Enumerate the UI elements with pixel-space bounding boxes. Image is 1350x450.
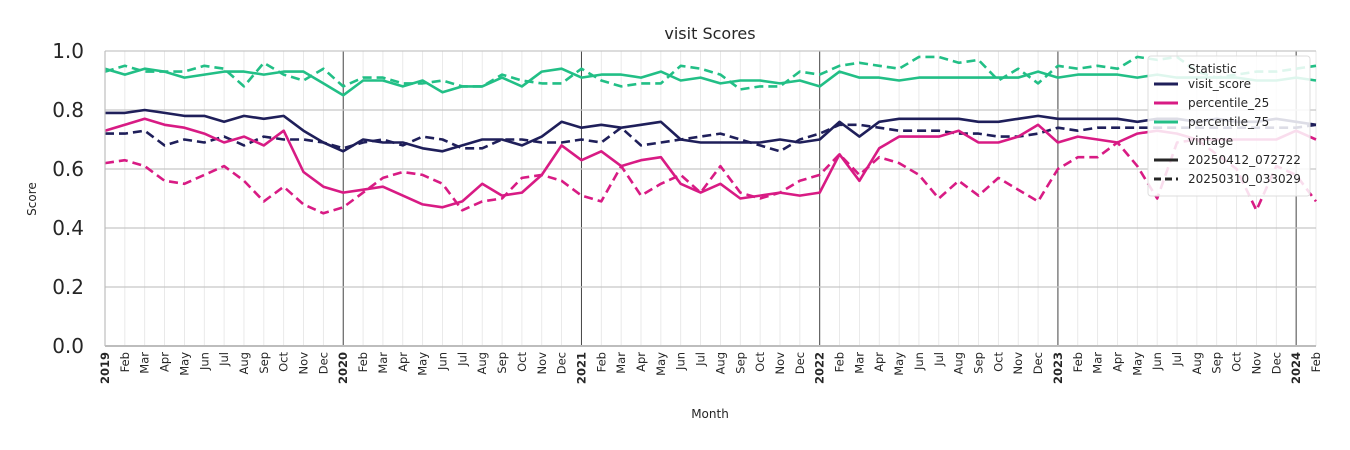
series-line-visit_score-dashed bbox=[105, 123, 1317, 153]
y-tick-label: 0.2 bbox=[52, 275, 84, 299]
x-tick-label: Nov bbox=[535, 352, 549, 375]
x-tick-label: Dec bbox=[793, 352, 807, 374]
series-line-percentile_75-solid bbox=[104, 67, 1317, 97]
x-tick-label: Apr bbox=[872, 352, 886, 372]
x-tick-label: Jun bbox=[197, 352, 211, 371]
x-tick-label: Sep bbox=[495, 352, 509, 374]
y-tick-label: 0.0 bbox=[52, 334, 84, 358]
series-layer bbox=[104, 55, 1318, 215]
x-tick-label: Apr bbox=[634, 352, 648, 372]
chart-title: visit Scores bbox=[664, 24, 755, 43]
x-tick-label: Feb bbox=[356, 352, 370, 372]
legend-entry: percentile_75 bbox=[1188, 115, 1269, 129]
x-tick-label: 2021 bbox=[575, 352, 589, 384]
series-line-percentile_75-dashed bbox=[104, 55, 1317, 91]
x-tick-label: Apr bbox=[396, 352, 410, 372]
x-tick-label: Nov bbox=[1249, 352, 1263, 375]
x-tick-label: Jul bbox=[1170, 352, 1184, 367]
x-axis-label: Month bbox=[691, 407, 729, 421]
x-tick-label: Sep bbox=[1210, 352, 1224, 374]
x-tick-label: Mar bbox=[376, 352, 390, 374]
x-tick-label: May bbox=[177, 352, 191, 376]
x-tick-label: Feb bbox=[833, 352, 847, 372]
x-tick-label: Sep bbox=[257, 352, 271, 374]
x-tick-label: Jun bbox=[1150, 352, 1164, 371]
x-tick-label: 2023 bbox=[1051, 352, 1065, 384]
x-tick-label: 2024 bbox=[1289, 352, 1303, 384]
x-tick-label: Jul bbox=[932, 352, 946, 367]
legend-title-statistic: Statistic bbox=[1188, 62, 1237, 76]
y-tick-labels: 0.0 0.2 0.4 0.6 0.8 1.0 bbox=[52, 39, 84, 358]
x-tick-label: Aug bbox=[475, 352, 489, 374]
x-tick-label: 2020 bbox=[336, 352, 350, 384]
x-tick-label: Apr bbox=[1111, 352, 1125, 372]
x-tick-label: Oct bbox=[991, 352, 1005, 372]
axes bbox=[104, 51, 1316, 347]
x-tick-label: Mar bbox=[1091, 352, 1105, 374]
x-tick-label: Dec bbox=[1269, 352, 1283, 374]
x-tick-label: Apr bbox=[158, 352, 172, 372]
y-tick-label: 0.8 bbox=[52, 98, 84, 122]
x-tick-label: Oct bbox=[753, 351, 767, 371]
x-tick-label: Dec bbox=[1031, 352, 1045, 374]
x-tick-label: May bbox=[1130, 352, 1144, 376]
x-tick-label: Mar bbox=[852, 352, 866, 374]
x-tick-label: Aug bbox=[952, 352, 966, 374]
x-tick-label: Feb bbox=[118, 352, 132, 372]
x-tick-label: Mar bbox=[614, 352, 628, 374]
x-tick-label: Mar bbox=[138, 352, 152, 374]
x-tick-label: Dec bbox=[555, 352, 569, 374]
x-tick-label: Aug bbox=[713, 352, 727, 374]
x-tick-label: Jun bbox=[674, 352, 688, 371]
series-line-visit_score-solid bbox=[105, 108, 1317, 153]
legend-entry: percentile_25 bbox=[1188, 96, 1269, 110]
legend-title-vintage: vintage bbox=[1188, 134, 1233, 148]
x-tick-label: 2019 bbox=[98, 352, 112, 384]
x-tick-label: Aug bbox=[237, 352, 251, 374]
series-line-percentile_25-dashed bbox=[104, 138, 1318, 215]
x-tick-label: Dec bbox=[316, 352, 330, 374]
y-axis-label: Score bbox=[25, 182, 39, 216]
x-tick-label: Feb bbox=[1309, 352, 1323, 372]
x-tick-label: Jul bbox=[455, 352, 469, 367]
x-tick-label: Jun bbox=[436, 352, 450, 371]
legend-entry: 20250310_033029 bbox=[1188, 172, 1301, 186]
x-tick-label: Feb bbox=[1071, 352, 1085, 372]
series-line-percentile_25-solid bbox=[104, 117, 1317, 209]
x-tick-label: Nov bbox=[1011, 352, 1025, 375]
x-tick-label: Sep bbox=[733, 352, 747, 374]
y-tick-label: 1.0 bbox=[52, 39, 84, 63]
x-tick-label: Sep bbox=[972, 352, 986, 374]
grid bbox=[104, 50, 1317, 347]
x-tick-label: Jun bbox=[912, 352, 926, 371]
x-tick-label: Oct bbox=[277, 352, 291, 372]
x-tick-labels: 2019 Feb Mar Apr May Jun Jul Aug Sep Oct Nov Dec 202… bbox=[98, 351, 1323, 384]
legend-box bbox=[1147, 55, 1311, 197]
x-tick-label: Nov bbox=[773, 352, 787, 375]
legend-entry: 20250412_072722 bbox=[1188, 153, 1301, 167]
x-tick-label: Jul bbox=[694, 352, 708, 367]
legend-entry: visit_score bbox=[1188, 77, 1251, 91]
x-tick-label: Oct bbox=[1230, 352, 1244, 372]
x-tick-label: May bbox=[416, 352, 430, 376]
x-tick-label: 2022 bbox=[813, 352, 827, 384]
x-tick-label: Aug bbox=[1190, 352, 1204, 374]
y-tick-label: 0.4 bbox=[52, 216, 84, 240]
x-tick-label: Oct bbox=[515, 352, 529, 372]
x-tick-label: May bbox=[892, 352, 906, 376]
x-tick-label: Jul bbox=[217, 352, 231, 367]
y-tick-label: 0.6 bbox=[52, 157, 84, 181]
x-tick-label: Feb bbox=[594, 352, 608, 372]
x-tick-label: May bbox=[654, 352, 668, 376]
x-tick-label: Nov bbox=[297, 352, 311, 375]
